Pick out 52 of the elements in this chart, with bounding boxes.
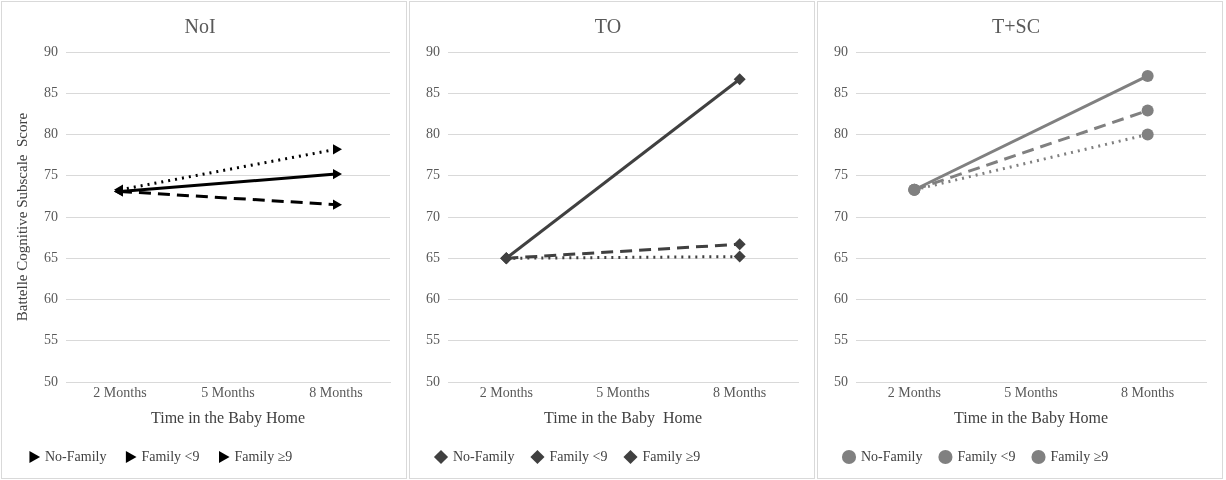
y-tick-label: 60 bbox=[426, 291, 440, 307]
y-tick-label: 90 bbox=[426, 43, 440, 59]
y-tick-label: 65 bbox=[834, 249, 848, 265]
y-tick-label: 85 bbox=[426, 84, 440, 100]
x-tick-label: 8 Months bbox=[1121, 385, 1175, 401]
y-tick-label: 60 bbox=[44, 291, 58, 307]
legend-label: No-Family bbox=[861, 448, 923, 464]
y-tick-label: 80 bbox=[44, 126, 58, 142]
y-tick-label: 85 bbox=[44, 84, 58, 100]
y-tick-label: 70 bbox=[834, 208, 848, 224]
y-tick-label: 90 bbox=[834, 43, 848, 59]
y-tick-label: 55 bbox=[44, 332, 58, 348]
x-axis-title: Time in the Baby Home bbox=[150, 408, 306, 427]
y-tick-label: 65 bbox=[44, 249, 58, 265]
legend-label: No-Family bbox=[453, 448, 515, 464]
x-tick-label: 2 Months bbox=[887, 385, 941, 401]
chart-title: NoI bbox=[184, 15, 216, 38]
legend-label: Family <9 bbox=[957, 448, 1016, 464]
x-tick-label: 8 Months bbox=[309, 385, 363, 401]
x-tick-label: 5 Months bbox=[201, 385, 255, 401]
chart-title: TO bbox=[594, 15, 622, 38]
y-tick-label: 55 bbox=[426, 332, 440, 348]
legend-label: Family ≥9 bbox=[642, 448, 701, 464]
y-tick-label: 70 bbox=[44, 208, 58, 224]
y-tick-label: 80 bbox=[834, 126, 848, 142]
y-tick-label: 80 bbox=[426, 126, 440, 142]
y-axis-title: Battelle Cognitive Subscale Score bbox=[13, 112, 30, 322]
y-tick-label: 50 bbox=[834, 373, 848, 389]
y-tick-label: 60 bbox=[834, 291, 848, 307]
y-tick-label: 65 bbox=[426, 249, 440, 265]
y-tick-label: 50 bbox=[426, 373, 440, 389]
legend-label: Family ≥9 bbox=[1050, 448, 1109, 464]
y-tick-label: 70 bbox=[426, 208, 440, 224]
legend-label: Family ≥9 bbox=[234, 448, 293, 464]
legend-label: Family <9 bbox=[549, 448, 608, 464]
y-tick-label: 50 bbox=[44, 373, 58, 389]
y-tick-label: 75 bbox=[426, 167, 440, 183]
legend-label: Family <9 bbox=[141, 448, 200, 464]
x-axis-title: Time in the Baby Home bbox=[543, 408, 703, 427]
y-tick-label: 55 bbox=[834, 332, 848, 348]
y-tick-label: 75 bbox=[834, 167, 848, 183]
chart-title: T+SC bbox=[992, 15, 1040, 38]
x-tick-label: 5 Months bbox=[1004, 385, 1058, 401]
x-tick-label: 2 Months bbox=[479, 385, 533, 401]
x-tick-label: 8 Months bbox=[713, 385, 767, 401]
x-tick-label: 2 Months bbox=[93, 385, 147, 401]
y-tick-label: 85 bbox=[834, 84, 848, 100]
x-tick-label: 5 Months bbox=[596, 385, 650, 401]
legend-label: No-Family bbox=[45, 448, 107, 464]
y-tick-label: 90 bbox=[44, 43, 58, 59]
x-axis-title: Time in the Baby Home bbox=[953, 408, 1109, 427]
y-tick-label: 75 bbox=[44, 167, 58, 183]
